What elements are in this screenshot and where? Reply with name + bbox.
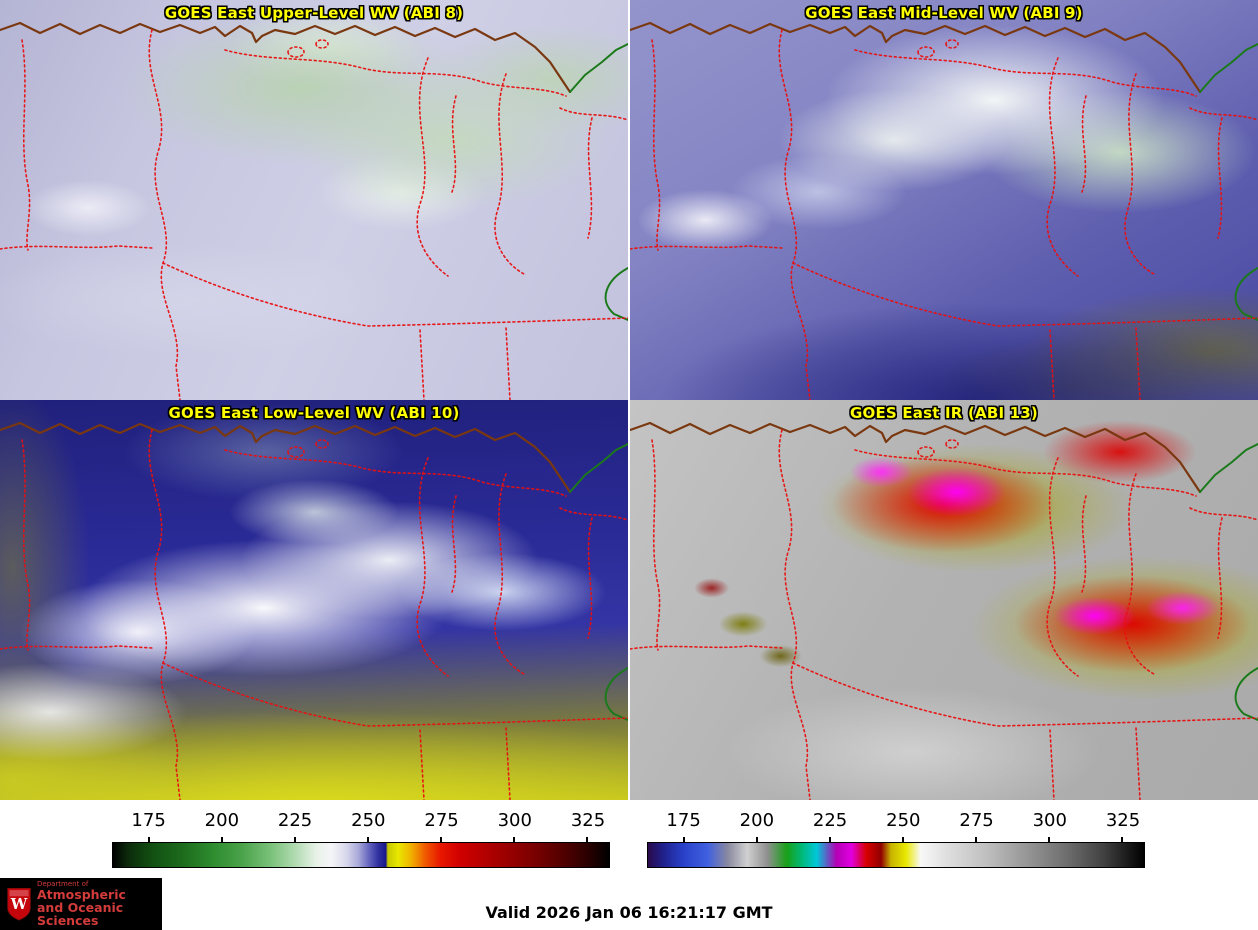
- panel-upper-level-wv: GOES East Upper-Level WV (ABI 8): [0, 0, 628, 400]
- tick-mark: [975, 837, 978, 842]
- logo-text: Department of Atmospheric and Oceanic Sc…: [37, 879, 156, 929]
- logo-oceanic-line: and Oceanic Sciences: [37, 900, 124, 929]
- tick-mark: [440, 837, 443, 842]
- tick-mark: [829, 837, 832, 842]
- wv-colorbar-tick-labels: 175 200 225 250 275 300 325: [112, 810, 610, 836]
- aos-logo: W Department of Atmospheric and Oceanic …: [0, 878, 162, 930]
- tick-label: 325: [1105, 810, 1141, 831]
- tick-label: 225: [812, 810, 848, 831]
- panel-grid: GOES East Upper-Level WV (ABI 8) GOES Ea…: [0, 0, 1258, 800]
- tick-label: 200: [204, 810, 240, 831]
- panel-title-low-level-wv: GOES East Low-Level WV (ABI 10): [168, 404, 460, 422]
- state-borders-overlay: [0, 0, 628, 400]
- uw-crest-icon: W: [7, 887, 31, 921]
- tick-mark: [367, 837, 370, 842]
- panel-low-level-wv: GOES East Low-Level WV (ABI 10): [0, 400, 628, 800]
- tick-mark: [513, 837, 516, 842]
- tick-label: 250: [351, 810, 386, 831]
- ir-colorbar-gradient: [647, 837, 1145, 868]
- tick-label: 200: [739, 810, 775, 831]
- panel-title-ir: GOES East IR (ABI 13): [849, 404, 1038, 422]
- tick-mark: [294, 837, 297, 842]
- tick-mark: [756, 837, 759, 842]
- crest-letter: W: [10, 896, 28, 913]
- wv-colorbar-gradient: [112, 837, 610, 868]
- tick-mark: [683, 837, 686, 842]
- tick-label: 325: [570, 810, 606, 831]
- logo-dept-line: Department of: [37, 879, 89, 888]
- tick-mark: [1048, 837, 1051, 842]
- footer: W Department of Atmospheric and Oceanic …: [0, 878, 1258, 930]
- panel-title-upper-level-wv: GOES East Upper-Level WV (ABI 8): [164, 4, 464, 22]
- wv-colorbar: 175 200 225 250 275 300 325: [112, 810, 610, 872]
- tick-mark: [902, 837, 905, 842]
- ir-colorbar-tick-labels: 175 200 225 250 275 300 325: [647, 810, 1145, 836]
- tick-label: 250: [886, 810, 921, 831]
- tick-label: 275: [424, 810, 459, 831]
- state-borders-overlay: [630, 400, 1258, 800]
- tick-label: 300: [1032, 810, 1067, 831]
- tick-label: 225: [277, 810, 313, 831]
- state-borders-overlay: [0, 400, 628, 800]
- tick-label: 175: [131, 810, 166, 831]
- panel-ir: GOES East IR (ABI 13): [630, 400, 1258, 800]
- ir-colorbar: 175 200 225 250 275 300 325: [647, 810, 1145, 872]
- tick-mark: [586, 837, 589, 842]
- tick-mark: [1121, 837, 1124, 842]
- tick-mark: [221, 837, 224, 842]
- panel-title-mid-level-wv: GOES East Mid-Level WV (ABI 9): [805, 4, 1083, 22]
- tick-label: 300: [497, 810, 532, 831]
- colorbar-row: 175 200 225 250 275 300 325 175 20: [0, 800, 1258, 878]
- panel-mid-level-wv: GOES East Mid-Level WV (ABI 9): [630, 0, 1258, 400]
- tick-mark: [148, 837, 151, 842]
- valid-timestamp: Valid 2026 Jan 06 16:21:17 GMT: [485, 903, 773, 922]
- logo-atmos-line: Atmospheric: [37, 886, 126, 902]
- state-borders-overlay: [630, 0, 1258, 400]
- tick-label: 275: [959, 810, 994, 831]
- tick-label: 175: [666, 810, 701, 831]
